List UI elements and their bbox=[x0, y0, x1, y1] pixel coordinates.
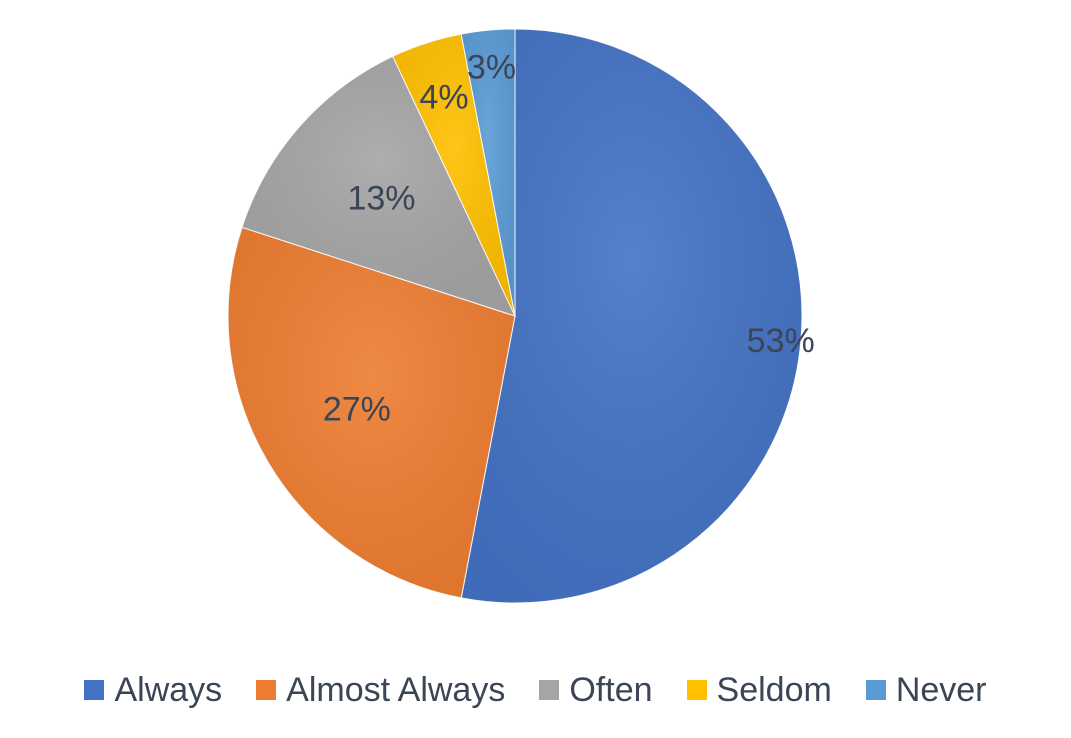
legend-label-always: Always bbox=[114, 671, 223, 709]
legend-swatch-never bbox=[865, 680, 886, 700]
data-label-seldom: 4% bbox=[419, 79, 468, 117]
data-label-almost-always: 27% bbox=[323, 391, 391, 429]
legend-item-never: Never bbox=[865, 671, 987, 709]
pie-chart-plot: 53% 27% 13% 4%3% bbox=[227, 28, 815, 604]
data-label-always: 53% bbox=[747, 322, 815, 360]
legend-item-seldom: Seldom bbox=[686, 671, 832, 709]
legend-label-never: Never bbox=[895, 671, 987, 709]
pie-slice-shading-seldom bbox=[392, 34, 515, 316]
legend-item-always: Always bbox=[84, 673, 222, 707]
legend-swatch-often bbox=[539, 680, 560, 700]
pie-slice-shading-almost-always bbox=[228, 227, 515, 598]
pie-slice-shading-always bbox=[461, 29, 802, 603]
chart-legend: Always Almost Always Often Seldom Never bbox=[0, 668, 1071, 712]
legend-swatch-seldom bbox=[686, 680, 707, 700]
legend-label-often: Often bbox=[569, 671, 653, 709]
legend-label-seldom: Seldom bbox=[716, 671, 832, 709]
data-label-often: 13% bbox=[347, 179, 415, 217]
data-label-never: 3% bbox=[467, 48, 516, 86]
legend-item-almost-always: Almost Always bbox=[256, 673, 505, 707]
legend-swatch-almost-always bbox=[256, 680, 277, 700]
legend-item-often: Often bbox=[539, 671, 653, 709]
legend-swatch-always bbox=[84, 680, 105, 700]
pie-slice-shading-never bbox=[461, 29, 515, 316]
pie-slice-shading-often bbox=[242, 56, 516, 317]
legend-label-almost-always: Almost Always bbox=[286, 671, 506, 709]
